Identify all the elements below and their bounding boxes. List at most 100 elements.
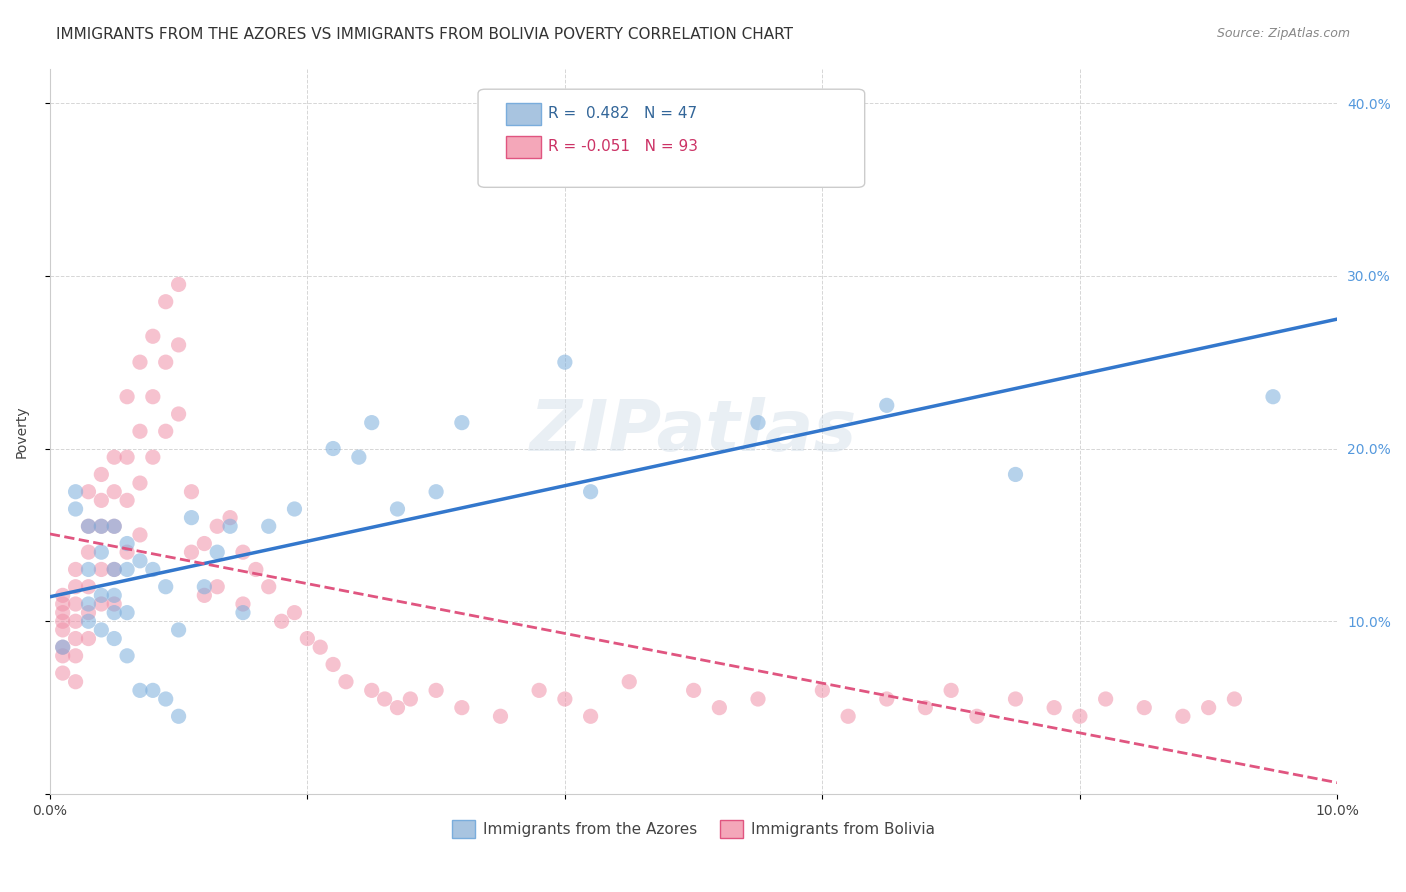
Immigrants from Bolivia bbox=[65, 674, 87, 689]
Immigrants from Bolivia bbox=[52, 614, 75, 628]
Immigrants from Bolivia bbox=[1171, 709, 1194, 723]
Immigrants from the Azores bbox=[90, 545, 112, 559]
Immigrants from Bolivia bbox=[142, 390, 165, 404]
Immigrants from Bolivia bbox=[65, 632, 87, 646]
Immigrants from Bolivia bbox=[205, 580, 228, 594]
Legend: Immigrants from the Azores, Immigrants from Bolivia: Immigrants from the Azores, Immigrants f… bbox=[446, 814, 941, 845]
Immigrants from the Azores bbox=[115, 562, 138, 576]
Immigrants from the Azores bbox=[155, 580, 177, 594]
Immigrants from Bolivia bbox=[205, 519, 228, 533]
Immigrants from Bolivia bbox=[257, 580, 280, 594]
Immigrants from Bolivia bbox=[77, 484, 100, 499]
Immigrants from Bolivia bbox=[450, 700, 472, 714]
Immigrants from the Azores bbox=[142, 562, 165, 576]
Immigrants from the Azores bbox=[232, 606, 254, 620]
Immigrants from Bolivia bbox=[65, 614, 87, 628]
Immigrants from Bolivia bbox=[52, 640, 75, 655]
Immigrants from Bolivia bbox=[387, 700, 409, 714]
Immigrants from Bolivia bbox=[1094, 692, 1116, 706]
Immigrants from Bolivia bbox=[65, 648, 87, 663]
Immigrants from Bolivia bbox=[90, 467, 112, 482]
Immigrants from Bolivia bbox=[167, 338, 190, 352]
Text: R = -0.051   N = 93: R = -0.051 N = 93 bbox=[548, 139, 699, 153]
Immigrants from Bolivia bbox=[966, 709, 988, 723]
Immigrants from Bolivia bbox=[619, 674, 641, 689]
Immigrants from Bolivia bbox=[579, 709, 602, 723]
Immigrants from Bolivia bbox=[193, 588, 215, 602]
Immigrants from the Azores bbox=[77, 519, 100, 533]
Immigrants from the Azores bbox=[129, 554, 152, 568]
Immigrants from the Azores bbox=[450, 416, 472, 430]
Immigrants from Bolivia bbox=[1069, 709, 1091, 723]
Immigrants from the Azores bbox=[65, 484, 87, 499]
Immigrants from Bolivia bbox=[129, 476, 152, 491]
Immigrants from Bolivia bbox=[52, 666, 75, 681]
Immigrants from Bolivia bbox=[167, 407, 190, 421]
Immigrants from the Azores bbox=[142, 683, 165, 698]
Immigrants from the Azores bbox=[115, 648, 138, 663]
Immigrants from Bolivia bbox=[309, 640, 332, 655]
Immigrants from Bolivia bbox=[65, 580, 87, 594]
Immigrants from the Azores bbox=[193, 580, 215, 594]
Immigrants from Bolivia bbox=[709, 700, 731, 714]
Immigrants from the Azores bbox=[205, 545, 228, 559]
Immigrants from Bolivia bbox=[167, 277, 190, 292]
Immigrants from Bolivia bbox=[52, 606, 75, 620]
Immigrants from the Azores bbox=[77, 562, 100, 576]
Immigrants from Bolivia bbox=[360, 683, 382, 698]
Immigrants from Bolivia bbox=[232, 597, 254, 611]
Immigrants from Bolivia bbox=[425, 683, 447, 698]
Immigrants from Bolivia bbox=[103, 450, 125, 465]
Immigrants from Bolivia bbox=[115, 493, 138, 508]
Immigrants from the Azores bbox=[90, 519, 112, 533]
Immigrants from Bolivia bbox=[65, 562, 87, 576]
Immigrants from Bolivia bbox=[489, 709, 512, 723]
Immigrants from Bolivia bbox=[103, 519, 125, 533]
Immigrants from the Azores bbox=[219, 519, 242, 533]
Immigrants from the Azores bbox=[1261, 390, 1284, 404]
Immigrants from the Azores bbox=[322, 442, 344, 456]
Immigrants from Bolivia bbox=[876, 692, 898, 706]
Immigrants from the Azores bbox=[347, 450, 370, 465]
Immigrants from Bolivia bbox=[297, 632, 319, 646]
Immigrants from Bolivia bbox=[52, 623, 75, 637]
Immigrants from the Azores bbox=[52, 640, 75, 655]
Immigrants from the Azores bbox=[103, 519, 125, 533]
Immigrants from Bolivia bbox=[283, 606, 305, 620]
Immigrants from Bolivia bbox=[103, 597, 125, 611]
Immigrants from Bolivia bbox=[103, 562, 125, 576]
Immigrants from Bolivia bbox=[232, 545, 254, 559]
Immigrants from the Azores bbox=[115, 606, 138, 620]
Immigrants from the Azores bbox=[180, 510, 202, 524]
Immigrants from the Azores bbox=[90, 623, 112, 637]
Immigrants from the Azores bbox=[1004, 467, 1026, 482]
Immigrants from Bolivia bbox=[193, 536, 215, 550]
Immigrants from Bolivia bbox=[155, 355, 177, 369]
Immigrants from Bolivia bbox=[219, 510, 242, 524]
Immigrants from the Azores bbox=[360, 416, 382, 430]
Immigrants from Bolivia bbox=[77, 545, 100, 559]
Immigrants from Bolivia bbox=[245, 562, 267, 576]
Immigrants from Bolivia bbox=[914, 700, 936, 714]
Immigrants from the Azores bbox=[283, 502, 305, 516]
Immigrants from Bolivia bbox=[142, 329, 165, 343]
Immigrants from Bolivia bbox=[90, 519, 112, 533]
Immigrants from the Azores bbox=[387, 502, 409, 516]
Immigrants from the Azores bbox=[103, 562, 125, 576]
Immigrants from Bolivia bbox=[1133, 700, 1156, 714]
Y-axis label: Poverty: Poverty bbox=[15, 405, 30, 458]
Immigrants from Bolivia bbox=[270, 614, 292, 628]
Immigrants from the Azores bbox=[65, 502, 87, 516]
Text: R =  0.482   N = 47: R = 0.482 N = 47 bbox=[548, 106, 697, 120]
Immigrants from the Azores bbox=[77, 597, 100, 611]
Immigrants from Bolivia bbox=[52, 588, 75, 602]
Immigrants from Bolivia bbox=[90, 597, 112, 611]
Immigrants from Bolivia bbox=[1043, 700, 1066, 714]
Immigrants from Bolivia bbox=[335, 674, 357, 689]
Immigrants from Bolivia bbox=[527, 683, 550, 698]
Immigrants from Bolivia bbox=[155, 424, 177, 438]
Immigrants from Bolivia bbox=[77, 519, 100, 533]
Immigrants from the Azores bbox=[115, 536, 138, 550]
Immigrants from Bolivia bbox=[322, 657, 344, 672]
Immigrants from Bolivia bbox=[52, 597, 75, 611]
